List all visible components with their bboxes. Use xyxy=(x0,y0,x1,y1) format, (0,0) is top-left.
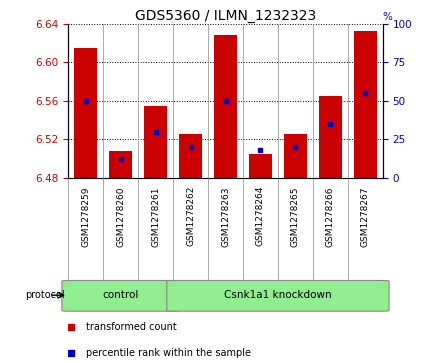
Text: percentile rank within the sample: percentile rank within the sample xyxy=(85,348,250,358)
Text: control: control xyxy=(103,290,139,300)
Bar xyxy=(109,151,132,178)
Text: GSM1278263: GSM1278263 xyxy=(221,186,230,246)
Text: GSM1278262: GSM1278262 xyxy=(186,186,195,246)
Bar xyxy=(179,134,202,178)
Title: GDS5360 / ILMN_1232323: GDS5360 / ILMN_1232323 xyxy=(135,9,316,23)
Bar xyxy=(354,31,377,178)
Bar xyxy=(319,96,342,178)
Text: transformed count: transformed count xyxy=(85,322,176,332)
Text: GSM1278266: GSM1278266 xyxy=(326,186,335,246)
Text: GSM1278261: GSM1278261 xyxy=(151,186,160,246)
Bar xyxy=(284,134,307,178)
Text: GSM1278267: GSM1278267 xyxy=(361,186,370,246)
Text: GSM1278264: GSM1278264 xyxy=(256,186,265,246)
FancyBboxPatch shape xyxy=(167,281,389,311)
Text: %: % xyxy=(383,12,392,22)
Bar xyxy=(214,35,237,178)
Bar xyxy=(144,106,167,178)
Text: GSM1278259: GSM1278259 xyxy=(81,186,90,246)
Bar xyxy=(249,154,272,178)
FancyBboxPatch shape xyxy=(62,281,180,311)
Text: protocol: protocol xyxy=(26,290,65,300)
Text: GSM1278265: GSM1278265 xyxy=(291,186,300,246)
Text: Csnk1a1 knockdown: Csnk1a1 knockdown xyxy=(224,290,332,300)
Bar xyxy=(74,48,97,178)
Text: GSM1278260: GSM1278260 xyxy=(116,186,125,246)
